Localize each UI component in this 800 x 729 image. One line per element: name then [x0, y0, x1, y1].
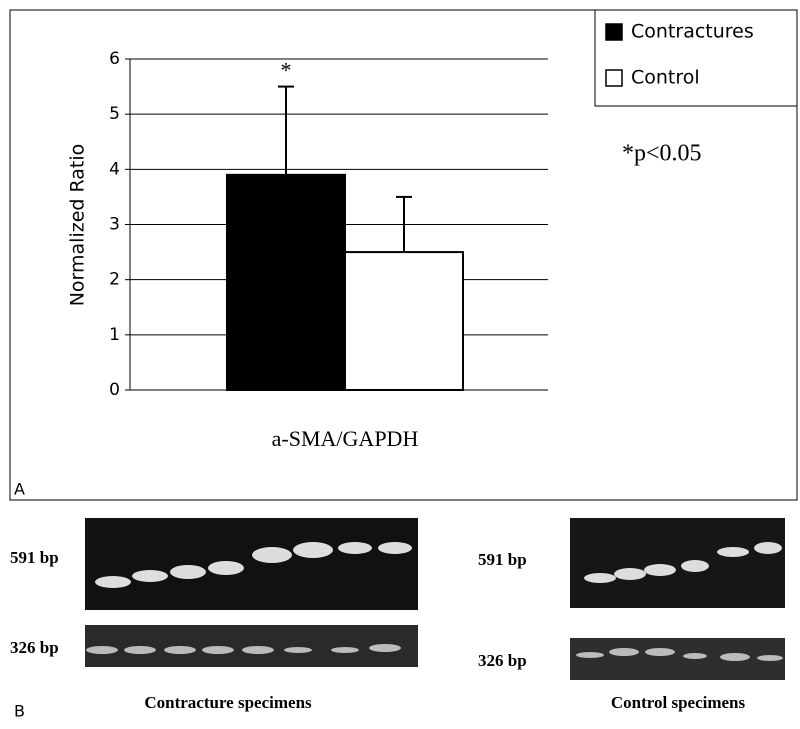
panel-label: A: [14, 480, 25, 499]
y-tick-label: 3: [109, 215, 120, 235]
bar: [226, 173, 346, 391]
legend-box: [594, 9, 798, 107]
gel-caption: Contracture specimens: [144, 693, 312, 712]
y-tick-label: 4: [109, 159, 120, 179]
bar: [344, 251, 464, 391]
legend-label: Control: [631, 67, 700, 89]
gel-band-label: 326 bp: [10, 638, 59, 657]
gel-band-label: 591 bp: [10, 548, 59, 567]
y-tick-label: 2: [109, 270, 120, 290]
panel-a-frame: [9, 9, 798, 501]
significance-mark: *: [281, 58, 292, 83]
legend-label: Contractures: [631, 21, 754, 43]
significance-note: *p<0.05: [622, 141, 702, 167]
gel-caption: Control specimens: [611, 693, 746, 712]
y-tick-label: 5: [109, 104, 120, 124]
legend-swatch: [605, 69, 623, 87]
y-tick-label: 1: [109, 325, 120, 345]
y-tick-label: 6: [109, 49, 120, 69]
gel-band-label: 591 bp: [478, 550, 527, 569]
y-tick-label: 0: [109, 380, 120, 400]
gel-images: [85, 518, 785, 680]
x-tick-label: a-SMA/GAPDH: [272, 426, 419, 451]
legend-swatch: [605, 23, 623, 41]
y-axis-label: Normalized Ratio: [67, 144, 89, 307]
panel-label: B: [14, 702, 25, 721]
gel-band-label: 326 bp: [478, 651, 527, 670]
